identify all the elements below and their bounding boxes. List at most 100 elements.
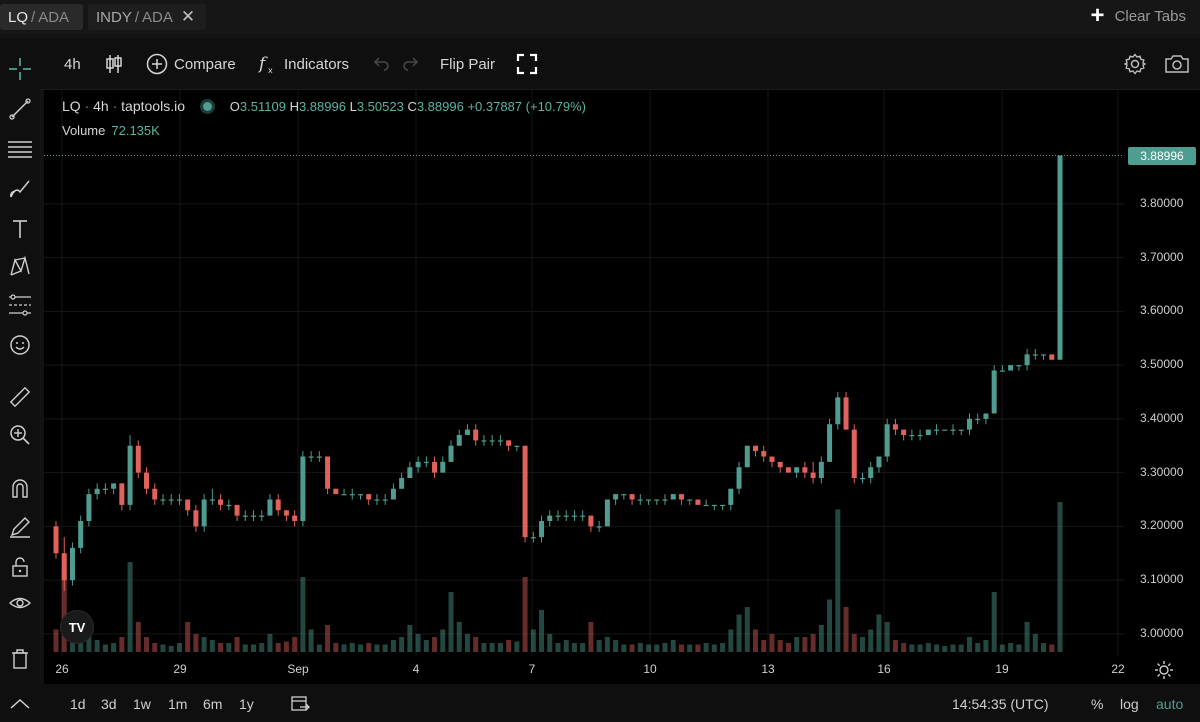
volume-bar	[810, 634, 816, 652]
volume-bar	[390, 640, 396, 652]
volume-bar	[275, 643, 281, 652]
emoji-tool[interactable]	[7, 332, 33, 358]
volume-bar	[300, 577, 306, 652]
candle-body	[818, 461, 824, 478]
hide-tool[interactable]	[7, 590, 33, 616]
volume-bar	[357, 644, 363, 652]
redo-button[interactable]	[402, 52, 420, 76]
screenshot-button[interactable]	[1164, 52, 1190, 76]
candle	[325, 456, 331, 495]
chart-type-button[interactable]	[105, 52, 123, 76]
date-range-button[interactable]	[290, 694, 310, 717]
candle-body	[423, 461, 429, 464]
candle-body	[440, 461, 446, 473]
range-6m-button[interactable]: 6m	[203, 696, 223, 712]
candle-body	[687, 499, 693, 501]
volume-bar	[251, 644, 257, 652]
tradingview-logo[interactable]: TV	[60, 610, 94, 644]
candle	[283, 510, 289, 521]
interval-button[interactable]: 4h	[64, 52, 81, 76]
axis-settings-button[interactable]	[1154, 660, 1174, 685]
candle-body	[366, 494, 372, 500]
indicators-button[interactable]: f x Indicators	[258, 52, 349, 76]
range-1m-button[interactable]: 1m	[168, 696, 188, 712]
volume-bar	[983, 640, 989, 652]
price-tick-label: 3.40000	[1140, 410, 1184, 425]
candle	[934, 424, 940, 435]
stay-drawing-tool[interactable]	[7, 514, 33, 540]
change-value: +0.37887 (+10.79%)	[467, 99, 586, 114]
candle-body	[950, 429, 956, 431]
candle	[111, 483, 117, 495]
volume-bar	[440, 629, 446, 652]
candle-body	[69, 547, 75, 581]
magnet-tool[interactable]	[7, 476, 33, 502]
collapse-toolbar-button[interactable]	[7, 694, 33, 714]
percent-scale-toggle[interactable]: %	[1091, 696, 1104, 712]
volume-bar	[621, 644, 627, 652]
close-tab-icon[interactable]: ✕	[180, 7, 196, 26]
candle-body	[259, 515, 265, 517]
candle	[423, 456, 429, 468]
candle	[481, 435, 487, 446]
price-scale[interactable]: 3.80000 3.70000 3.60000 3.50000 3.40000 3.300…	[1124, 90, 1200, 656]
candle-body	[497, 440, 503, 442]
price-tick-label: 3.60000	[1140, 303, 1184, 318]
pattern-tool[interactable]	[7, 254, 33, 280]
candle	[251, 510, 257, 521]
measure-tool[interactable]	[7, 384, 33, 410]
volume-bar	[777, 640, 783, 652]
lock-tool[interactable]	[7, 554, 33, 580]
crosshair-tool[interactable]	[7, 56, 33, 82]
volume-bar	[292, 637, 298, 652]
candle-body	[1032, 354, 1038, 356]
range-1y-button[interactable]: 1y	[239, 696, 254, 712]
tab-pair-quote: ADA	[38, 8, 70, 26]
candle	[580, 510, 586, 521]
settings-button[interactable]	[1124, 52, 1146, 76]
candle	[1008, 365, 1014, 371]
utc-clock[interactable]: 14:54:35 (UTC)	[952, 696, 1049, 712]
compare-button[interactable]: Compare	[146, 52, 236, 76]
fullscreen-button[interactable]	[516, 52, 538, 76]
auto-scale-toggle[interactable]: auto	[1156, 696, 1184, 712]
candle	[349, 488, 355, 500]
candle	[901, 429, 907, 441]
tab-indy-ada[interactable]: INDY / ADA ✕	[88, 4, 206, 30]
candlestick-plot[interactable]	[44, 90, 1124, 656]
undo-button[interactable]	[372, 52, 390, 76]
candle	[736, 461, 742, 495]
price-chart[interactable]: LQ · 4h · taptools.io O3.51109 H3.88996 …	[44, 90, 1124, 656]
candle	[662, 494, 668, 505]
trend-line-tool[interactable]	[7, 96, 33, 122]
candle	[794, 467, 800, 478]
tab-lq-ada[interactable]: LQ / ADA	[0, 4, 83, 30]
fib-tool[interactable]	[7, 136, 33, 162]
flip-pair-button[interactable]: Flip Pair	[440, 52, 495, 76]
candle-body	[283, 510, 289, 516]
zoom-tool[interactable]	[7, 422, 33, 448]
candle-body	[308, 456, 314, 458]
candle	[456, 429, 462, 446]
candle	[802, 461, 808, 478]
volume-bar	[399, 637, 405, 652]
volume-bar	[432, 637, 438, 652]
volume-bar	[629, 644, 635, 652]
volume-bar	[876, 614, 882, 652]
prediction-tool[interactable]	[7, 292, 33, 318]
candle-body	[744, 445, 750, 468]
text-tool[interactable]	[7, 216, 33, 242]
candle-body	[168, 499, 174, 501]
plus-icon: +	[1090, 2, 1105, 29]
clear-tabs-button[interactable]: + Clear Tabs	[1090, 2, 1186, 29]
volume-bar	[218, 643, 224, 652]
range-1w-button[interactable]: 1w	[133, 696, 151, 712]
log-scale-toggle[interactable]: log	[1120, 696, 1139, 712]
candle-body	[892, 424, 898, 430]
brush-tool[interactable]	[7, 176, 33, 202]
range-1d-button[interactable]: 1d	[70, 696, 86, 712]
remove-drawings-tool[interactable]	[7, 646, 33, 672]
time-axis[interactable]: 26 29 Sep 4 7 10 13 16 19 22	[44, 656, 1200, 684]
candle	[958, 429, 964, 435]
range-3d-button[interactable]: 3d	[101, 696, 117, 712]
